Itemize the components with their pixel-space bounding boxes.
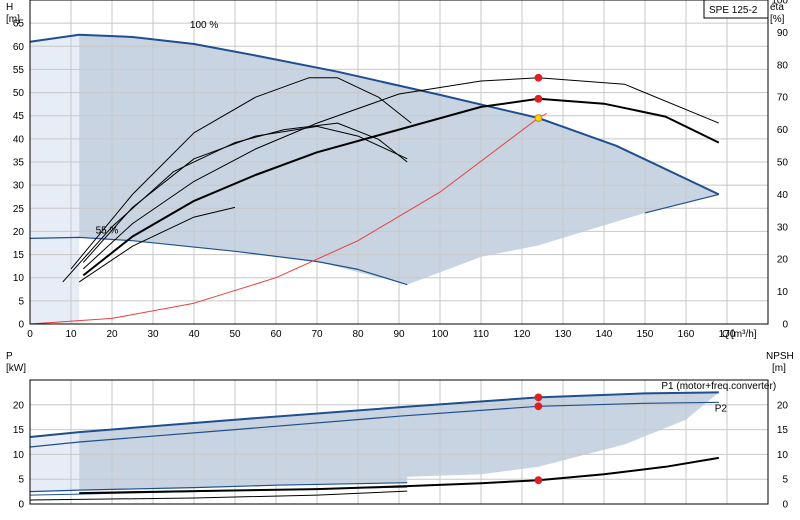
top-right-tick-5: 50	[777, 158, 789, 169]
top-curve-eta-p4	[62, 122, 408, 283]
q-axis-unit: [m³/h]	[731, 329, 757, 340]
pump-model-label: SPE 125-2	[709, 5, 758, 16]
top-right-tick-9: 90	[777, 28, 789, 39]
top-x-tick-17: 170	[719, 329, 736, 340]
pump-label-box	[703, 0, 769, 19]
top-x-tick-4: 40	[188, 329, 200, 340]
top-x-tick-7: 70	[311, 329, 323, 340]
top-curve-qh-min	[29, 236, 408, 286]
top-left-tick-12: 60	[13, 42, 25, 53]
bot-operating-point-2	[534, 476, 543, 485]
top-x-tick-10: 100	[432, 329, 449, 340]
top-left-tick-9: 45	[13, 111, 25, 122]
top-left-tick-1: 5	[18, 296, 24, 307]
top-right-tick-8: 80	[777, 60, 789, 71]
top-right-tick-2: 20	[777, 255, 789, 266]
top-left-tick-7: 35	[13, 158, 25, 169]
top-curve-eta-p3	[70, 77, 412, 270]
p-axis-name: P	[6, 351, 13, 362]
qh-plot-frame	[29, 0, 769, 325]
top-x-tick-6: 60	[270, 329, 282, 340]
top-curve-eta-p5	[78, 206, 236, 283]
bot-curve-npsh	[79, 456, 719, 495]
bot-curve-p1-max	[29, 391, 719, 438]
npsh-axis-unit: [m]	[772, 363, 786, 374]
top-x-tick-0: 0	[27, 329, 33, 340]
top-x-tick-2: 20	[106, 329, 118, 340]
power-plot-frame	[29, 379, 769, 505]
bot-left-tick-2: 10	[13, 450, 25, 461]
top-curve-qh-min-speed	[644, 193, 719, 214]
top-left-tick-4: 20	[13, 227, 25, 238]
top-x-tick-8: 80	[352, 329, 364, 340]
bot-curve-p2-max	[29, 401, 719, 448]
top-x-tick-1: 10	[65, 329, 77, 340]
top-curve-eta-full	[82, 97, 720, 277]
top-right-tick-0: 0	[782, 320, 788, 331]
top-curve-system-curve	[29, 112, 547, 325]
top-x-tick-13: 130	[555, 329, 572, 340]
top-curve-label-1: 55 %	[96, 226, 119, 237]
top-curve-qh-max	[29, 33, 720, 196]
bot-left-tick-4: 20	[13, 400, 25, 411]
bot-curve-p1-min	[29, 482, 408, 493]
h-axis-name: H	[6, 2, 13, 13]
top-x-tick-15: 150	[637, 329, 654, 340]
top-x-tick-5: 50	[229, 329, 241, 340]
bot-right-tick-3: 15	[777, 425, 789, 436]
bot-left-tick-3: 15	[13, 425, 25, 436]
top-left-tick-2: 10	[13, 273, 25, 284]
top-right-tick-3: 30	[777, 222, 789, 233]
top-right-tick-10: 100	[771, 0, 788, 7]
top-right-tick-7: 70	[777, 93, 789, 104]
top-min-flow-region	[30, 34, 80, 324]
top-left-tick-11: 55	[13, 65, 25, 76]
top-right-tick-1: 10	[777, 287, 789, 298]
top-operating-point-1	[534, 73, 543, 82]
top-right-tick-4: 40	[777, 190, 789, 201]
bot-right-tick-1: 5	[782, 475, 788, 486]
bot-left-tick-1: 5	[18, 475, 24, 486]
top-x-tick-3: 30	[147, 329, 159, 340]
top-x-tick-14: 140	[596, 329, 613, 340]
bot-operating-point-0	[534, 393, 543, 402]
eta-axis-unit: [%]	[770, 14, 785, 25]
top-left-tick-13: 65	[13, 19, 25, 30]
bot-min-flow-region	[30, 432, 80, 492]
top-curve-label-0: 100 %	[190, 20, 218, 31]
top-left-tick-6: 30	[13, 181, 25, 192]
top-right-tick-6: 60	[777, 125, 789, 136]
top-x-tick-11: 110	[473, 329, 489, 340]
bot-left-tick-0: 0	[18, 500, 24, 511]
bot-curve-label-1: P2	[715, 404, 728, 415]
bot-operating-point-1	[534, 402, 543, 411]
top-curve-eta-p2	[82, 125, 408, 263]
p-axis-unit: [kW]	[6, 363, 26, 374]
bot-right-tick-4: 20	[777, 400, 789, 411]
top-operating-point-2	[534, 94, 543, 103]
top-x-tick-12: 120	[514, 329, 531, 340]
qh-panel: 0 5 10 15 20 25 30 35 40 45 50 55 60 65 0 10 20 30 40 50 60 7…	[6, 0, 788, 340]
q-axis-name: Q	[722, 329, 730, 340]
top-left-tick-10: 50	[13, 88, 25, 99]
bot-right-tick-0: 0	[782, 500, 788, 511]
top-x-tick-9: 90	[393, 329, 405, 340]
npsh-axis-name: NPSH	[766, 351, 794, 362]
top-left-tick-8: 40	[13, 134, 25, 145]
eta-axis-name: eta	[770, 2, 784, 13]
h-axis-unit: [m]	[6, 14, 20, 25]
bot-right-tick-2: 10	[777, 450, 789, 461]
bot-curve-npsh-min	[29, 490, 408, 501]
top-x-tick-16: 160	[678, 329, 695, 340]
top-operating-point-0	[534, 114, 543, 122]
top-left-tick-3: 15	[13, 250, 25, 261]
top-left-tick-0: 0	[18, 320, 24, 331]
top-left-tick-5: 25	[13, 204, 25, 215]
bot-curve-label-0: P1 (motor+freq.converter)	[661, 381, 776, 392]
top-curve-eta-p1	[82, 77, 719, 270]
